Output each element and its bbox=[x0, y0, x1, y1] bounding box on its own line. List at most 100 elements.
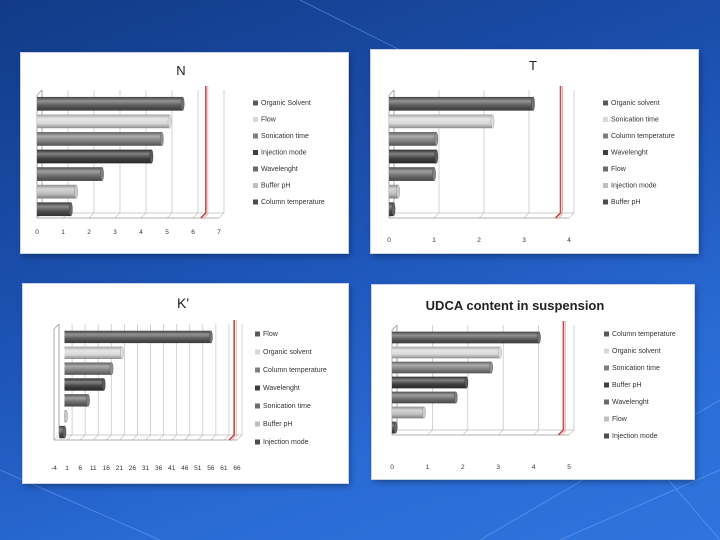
chart-udca-content: UDCA content in suspension 0 1 2 3 4 5 Column t… bbox=[390, 298, 676, 471]
legend-swatch bbox=[603, 117, 608, 122]
bar-end-cap bbox=[453, 391, 458, 404]
bar-end-cap bbox=[100, 167, 104, 182]
gridline-floor bbox=[114, 212, 121, 219]
bar bbox=[37, 149, 152, 164]
bar bbox=[37, 96, 183, 111]
bar bbox=[37, 132, 162, 146]
bar bbox=[64, 394, 88, 407]
gridline-floor bbox=[192, 212, 199, 219]
bar bbox=[64, 346, 122, 359]
bar-end-cap bbox=[159, 131, 164, 146]
x-tick-label: 0 bbox=[35, 229, 39, 236]
x-tick-label: 5 bbox=[567, 464, 571, 471]
gridline-floor bbox=[462, 429, 469, 436]
legend-label: Column temperature bbox=[263, 367, 327, 374]
legend-swatch bbox=[253, 100, 258, 106]
x-tick-label: 4 bbox=[139, 229, 143, 236]
legend-label: Injection mode bbox=[263, 439, 309, 446]
bar-end-cap bbox=[537, 331, 541, 344]
bar-end-cap bbox=[120, 346, 124, 360]
x-tick-label: 7 bbox=[217, 229, 221, 236]
legend-label: Buffer pH bbox=[261, 183, 290, 190]
bar bbox=[64, 330, 211, 344]
legend-label: Flow bbox=[261, 117, 277, 124]
bar-end-cap bbox=[209, 330, 213, 344]
x-tick-label: 6 bbox=[78, 465, 82, 472]
legend-label: Organic solvent bbox=[611, 100, 660, 107]
bar-end-cap bbox=[62, 425, 67, 439]
bar bbox=[64, 378, 104, 391]
legend-swatch bbox=[604, 433, 609, 439]
gridline-floor bbox=[568, 212, 575, 219]
bar bbox=[389, 96, 533, 111]
reference-line bbox=[228, 320, 235, 441]
x-tick-label: 26 bbox=[129, 465, 137, 472]
gridline-floor bbox=[119, 434, 125, 441]
bar bbox=[392, 346, 500, 359]
bar bbox=[389, 149, 437, 164]
legend-swatch bbox=[253, 183, 258, 188]
legend-label: Wavelenght bbox=[612, 399, 649, 406]
bar bbox=[389, 132, 437, 146]
bar bbox=[392, 406, 424, 419]
bar-end-cap bbox=[434, 149, 439, 164]
gridline-floor bbox=[53, 434, 60, 441]
legend-swatch bbox=[603, 150, 608, 155]
reference-line-shadow bbox=[202, 86, 209, 220]
reference-line bbox=[554, 86, 562, 219]
legend-swatch bbox=[255, 367, 260, 373]
legend-label: Buffer pH bbox=[612, 382, 641, 389]
gridline-floor bbox=[223, 434, 230, 441]
x-tick-label: 61 bbox=[220, 465, 228, 472]
legend-swatch bbox=[255, 331, 260, 337]
bar bbox=[389, 114, 493, 129]
reference-line-shadow bbox=[230, 320, 237, 442]
bar-end-cap bbox=[490, 114, 495, 129]
bar-end-cap bbox=[74, 184, 78, 199]
x-tick-label: 31 bbox=[142, 465, 150, 472]
gridline-floor bbox=[158, 434, 164, 441]
legend-label: Sonication time bbox=[263, 403, 311, 410]
bar bbox=[37, 114, 170, 129]
reference-line bbox=[200, 86, 207, 219]
x-tick-label: 5 bbox=[165, 229, 169, 236]
x-tick-label: 0 bbox=[390, 464, 394, 471]
x-tick-label: 66 bbox=[233, 465, 241, 472]
bar-end-cap bbox=[464, 376, 469, 389]
legend-swatch bbox=[603, 166, 608, 172]
bar-end-cap bbox=[69, 202, 73, 217]
chart-panel-t: T 0 1 2 3 4 Organic solvent Sonication time Colu… bbox=[371, 50, 698, 253]
legend-label: Wavelenght bbox=[611, 150, 648, 157]
gridline-floor bbox=[197, 434, 204, 441]
gridline-floor bbox=[66, 434, 73, 441]
legend-label: Sonication time bbox=[261, 133, 309, 140]
x-tick-label: 46 bbox=[181, 465, 189, 472]
gridline-floor bbox=[568, 429, 575, 436]
legend-label: Column temperature bbox=[261, 199, 325, 206]
chart-title: UDCA content in suspension bbox=[426, 298, 605, 313]
x-tick-label: 4 bbox=[567, 237, 571, 244]
x-tick-label: 21 bbox=[116, 465, 124, 472]
reference-line-shadow bbox=[557, 86, 563, 220]
legend-label: Sonication time bbox=[611, 117, 659, 124]
legend-swatch bbox=[255, 439, 260, 445]
bar bbox=[37, 202, 71, 217]
bar-end-cap bbox=[432, 167, 436, 182]
legend-label: Organic solvent bbox=[263, 349, 312, 356]
x-tick-label: 16 bbox=[103, 465, 111, 472]
gridline-floor bbox=[218, 212, 225, 219]
bar-end-cap bbox=[393, 421, 398, 434]
bar-end-cap bbox=[391, 202, 396, 217]
bar-end-cap bbox=[498, 346, 502, 359]
legend-label: Injection mode bbox=[611, 183, 657, 190]
bar-end-cap bbox=[109, 362, 114, 376]
chart-panel-n: N 0 1 2 3 4 5 6 7 Organic Solvent Flow Sonication t… bbox=[21, 53, 348, 253]
legend-swatch bbox=[255, 385, 260, 391]
legend-label: Wavelenght bbox=[263, 385, 300, 392]
gridline-floor bbox=[88, 212, 95, 219]
bar-end-cap bbox=[489, 361, 493, 374]
bar bbox=[389, 167, 434, 181]
gridline-floor bbox=[132, 434, 138, 441]
bar bbox=[392, 376, 467, 389]
x-tick-label: 41 bbox=[168, 465, 176, 472]
